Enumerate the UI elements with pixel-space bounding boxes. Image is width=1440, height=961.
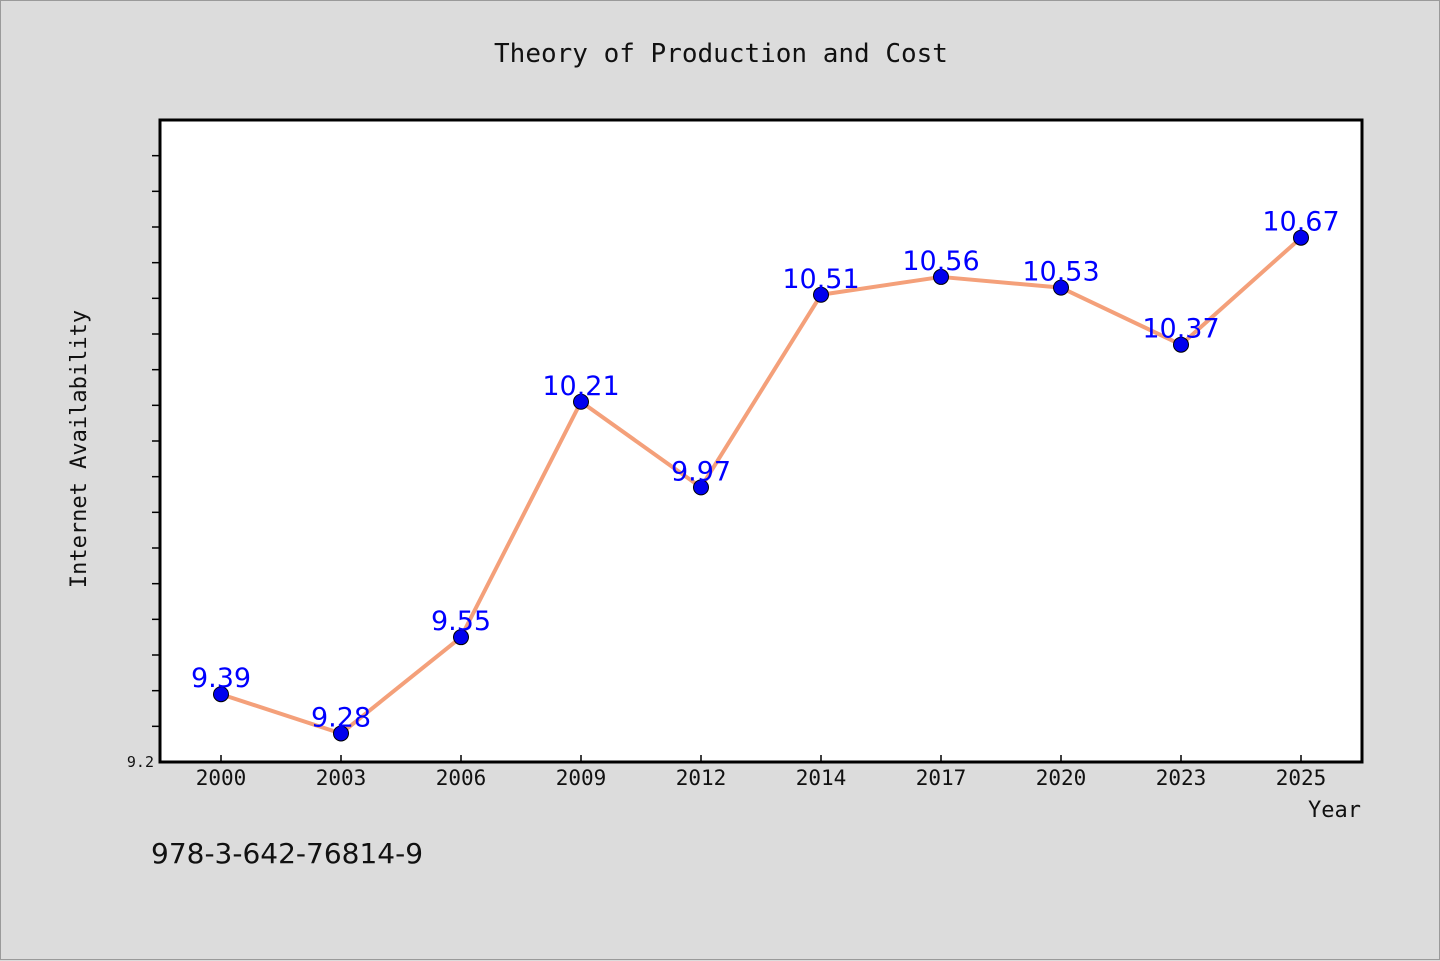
data-point (333, 725, 349, 742)
data-label: 9.28 (311, 702, 371, 733)
data-point (933, 268, 949, 285)
x-tick-label: 2009 (556, 766, 607, 790)
data-point (453, 629, 469, 646)
data-point (693, 479, 709, 496)
data-label: 9.39 (191, 663, 251, 694)
data-label: 10.37 (1142, 314, 1219, 345)
data-label: 10.21 (542, 371, 619, 402)
x-tick-label: 2003 (316, 766, 367, 790)
x-tick-label: 2025 (1276, 766, 1327, 790)
series-line (219, 235, 1303, 736)
plot-border (158, 118, 1364, 764)
data-label: 9.97 (671, 456, 731, 487)
plot-area (160, 120, 1362, 762)
data-label: 10.67 (1262, 207, 1339, 238)
x-axis-ticks: 2000 2003 2006 2009 2012 2014 2017 2020 2023 2025 (196, 755, 1327, 790)
x-tick-label: 2020 (1036, 766, 1087, 790)
data-label: 10.53 (1022, 257, 1099, 288)
series-layer (213, 229, 1309, 742)
data-point (813, 286, 829, 303)
footer-code: 978-3-642-76814-9 (151, 837, 423, 870)
data-point (213, 686, 229, 703)
data-label: 9.55 (431, 606, 491, 637)
y-tick-label-min: 9.2 (127, 753, 154, 771)
chart-title: Theory of Production and Cost (494, 39, 948, 69)
y-axis-title: Internet Availability (67, 310, 92, 588)
x-axis-title: Year (1308, 798, 1361, 823)
x-tick-label: 2006 (436, 766, 487, 790)
x-tick-label: 2023 (1156, 766, 1207, 790)
x-tick-label: 2017 (916, 766, 967, 790)
data-label: 10.51 (782, 264, 859, 295)
data-point (573, 393, 589, 410)
data-point (1293, 229, 1309, 246)
data-point (1053, 279, 1069, 296)
x-tick-label: 2000 (196, 766, 247, 790)
data-point (1173, 336, 1189, 353)
x-tick-label: 2012 (676, 766, 727, 790)
x-tick-label: 2014 (796, 766, 847, 790)
data-label: 10.56 (902, 246, 979, 277)
data-labels: 9.39 9.28 9.55 10.21 9.97 10.51 10.56 10.53 10.3… (191, 207, 1340, 734)
